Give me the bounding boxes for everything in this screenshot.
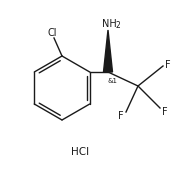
Text: F: F — [162, 107, 168, 117]
Polygon shape — [103, 30, 112, 72]
Text: Cl: Cl — [47, 28, 57, 38]
Text: NH: NH — [102, 19, 116, 29]
Text: F: F — [165, 60, 171, 70]
Text: 2: 2 — [116, 21, 120, 30]
Text: &1: &1 — [107, 78, 117, 84]
Text: HCl: HCl — [71, 147, 89, 157]
Text: F: F — [118, 111, 124, 121]
